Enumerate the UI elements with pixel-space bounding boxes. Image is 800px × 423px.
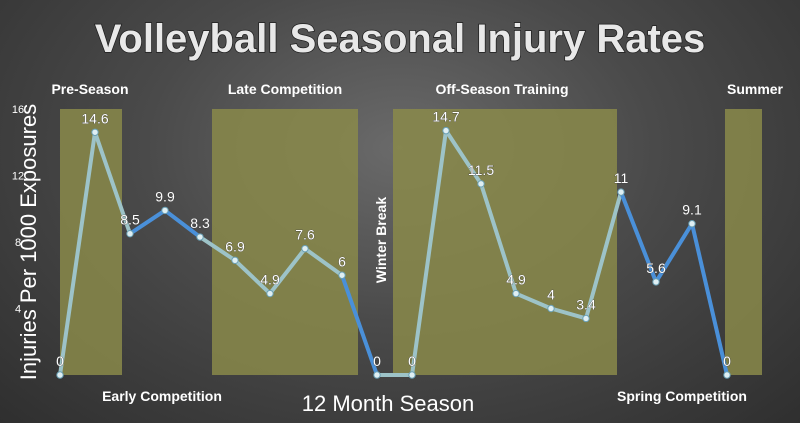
data-label-18: 5.6: [646, 260, 666, 276]
line-segment-19: [690, 221, 729, 377]
line-segment-14: [514, 291, 553, 311]
data-point-13: [477, 180, 485, 188]
line-segment-17: [619, 190, 658, 284]
data-label-13: 11.5: [468, 162, 494, 178]
season-labels: Pre-Season Early Competition Late Competit…: [51, 81, 783, 404]
data-points: [56, 126, 731, 379]
line-segment-5: [198, 235, 237, 263]
line-segment-8: [303, 246, 344, 278]
line-segment-18: [654, 221, 694, 284]
data-point-1: [56, 371, 64, 379]
line-segment-15: [549, 306, 588, 321]
season-label-4: Winter Break: [373, 197, 389, 283]
data-point-3: [126, 229, 134, 238]
season-band-5: [393, 109, 617, 375]
season-label-5: Off-Season Training: [435, 81, 568, 97]
injury-rate-line: [58, 128, 729, 377]
data-label-15: 4: [547, 287, 555, 303]
line-segment-3: [128, 208, 167, 236]
data-label-11: 0: [408, 353, 416, 369]
line-segment-6: [233, 258, 272, 296]
y-axis-title: Injuries Per 1000 Exposures: [16, 104, 41, 380]
data-label-16: 3.4: [576, 296, 596, 312]
season-label-3: Late Competition: [228, 81, 342, 97]
season-band-3: [212, 109, 358, 375]
line-segment-13: [479, 181, 518, 296]
data-label-4: 9.9: [155, 188, 175, 204]
data-point-2: [91, 128, 99, 136]
data-point-4: [161, 206, 169, 215]
data-label-5: 8.3: [190, 215, 210, 231]
data-label-12: 14.7: [432, 109, 459, 125]
line-segment-4: [163, 208, 202, 240]
line-segment-1: [58, 130, 97, 377]
x-axis-title: 12 Month Season: [302, 391, 474, 416]
data-point-9: [338, 271, 346, 279]
y-tick-label-12: 12: [12, 171, 24, 183]
y-tick-label-8: 8: [15, 237, 21, 249]
data-label-2: 14.6: [81, 110, 108, 126]
data-point-17: [617, 188, 625, 196]
data-point-7: [266, 289, 274, 298]
data-point-14: [512, 289, 520, 298]
line-segment-11: [410, 128, 448, 377]
data-point-16: [582, 314, 590, 323]
data-point-20: [723, 371, 731, 379]
y-tick-label-4: 4: [15, 304, 21, 316]
data-label-10: 0: [373, 353, 381, 369]
data-label-14: 4.9: [506, 272, 526, 288]
data-label-19: 9.1: [682, 202, 702, 218]
chart-title: Volleyball Seasonal Injury Rates: [95, 17, 706, 61]
season-label-6: Spring Competition: [617, 388, 747, 404]
line-segment-12: [444, 128, 483, 186]
data-label-6: 6.9: [225, 238, 245, 254]
y-axis: 4 8 12 16: [12, 104, 24, 316]
data-label-20: 0: [723, 353, 731, 369]
season-label-7: Summer: [727, 81, 784, 97]
data-label-1: 0: [56, 353, 64, 369]
data-point-11: [408, 371, 416, 379]
data-point-12: [442, 126, 450, 135]
data-label-8: 7.6: [295, 227, 315, 243]
data-point-6: [231, 256, 239, 264]
data-label-7: 4.9: [260, 272, 280, 288]
season-bands: [60, 109, 762, 375]
data-label-3: 8.5: [120, 212, 140, 228]
data-point-15: [547, 304, 555, 313]
data-label-17: 11: [614, 170, 629, 186]
data-point-5: [196, 233, 204, 241]
data-point-10: [373, 371, 381, 379]
line-segment-16: [584, 190, 623, 321]
season-band-7: [725, 109, 762, 375]
line-segment-2: [93, 130, 132, 236]
line-segment-7: [268, 246, 307, 296]
data-label-9: 6: [338, 253, 346, 269]
y-tick-label-16: 16: [12, 104, 24, 116]
data-labels: 0 14.6 8.5 9.9 8.3 6.9 4.9 7.6 6 0 0 14.7 11.5 4.9 4 3.…: [56, 108, 732, 369]
season-label-2: Early Competition: [102, 388, 222, 404]
line-segment-9: [340, 273, 379, 377]
season-label-1: Pre-Season: [51, 81, 128, 97]
data-point-8: [301, 244, 309, 253]
data-point-19: [688, 220, 696, 228]
data-point-18: [652, 278, 660, 286]
